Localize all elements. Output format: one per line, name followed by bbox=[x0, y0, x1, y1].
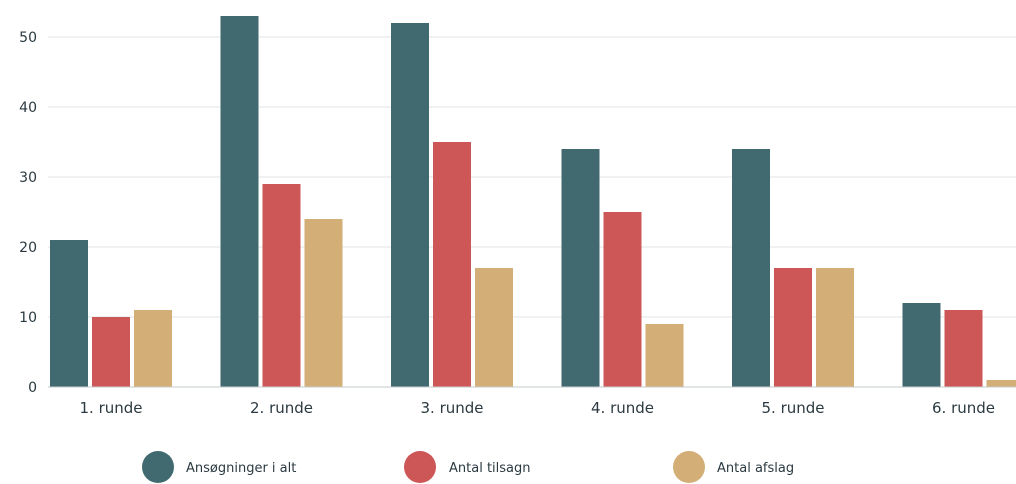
legend: Ansøgninger i alt Antal tilsagn Antal afsl… bbox=[142, 451, 794, 483]
bar bbox=[263, 184, 301, 387]
bar bbox=[134, 310, 172, 387]
legend-swatch bbox=[673, 451, 705, 483]
y-tick-label: 50 bbox=[19, 30, 37, 46]
x-tick-label: 4. runde bbox=[591, 399, 654, 417]
bar bbox=[604, 212, 642, 387]
legend-label: Ansøgninger i alt bbox=[186, 461, 296, 476]
x-tick-label: 3. runde bbox=[420, 399, 483, 417]
bar bbox=[92, 317, 130, 387]
y-tick-label: 10 bbox=[19, 310, 37, 326]
legend-label: Antal tilsagn bbox=[449, 461, 531, 476]
grid-lines bbox=[48, 37, 1016, 317]
bar bbox=[562, 149, 600, 387]
x-tick-label: 5. runde bbox=[761, 399, 824, 417]
bar bbox=[987, 380, 1016, 387]
bar bbox=[50, 240, 88, 387]
bar bbox=[221, 16, 259, 387]
legend-label: Antal afslag bbox=[717, 461, 794, 476]
bar bbox=[305, 219, 343, 387]
x-tick-label: 1. runde bbox=[79, 399, 142, 417]
legend-swatch bbox=[142, 451, 174, 483]
x-tick-label: 2. runde bbox=[250, 399, 313, 417]
bar bbox=[475, 268, 513, 387]
y-tick-label: 20 bbox=[19, 240, 37, 256]
bar bbox=[391, 23, 429, 387]
legend-swatch bbox=[404, 451, 436, 483]
bar bbox=[945, 310, 983, 387]
x-axis: 1. runde 2. runde 3. runde 4. runde 5. runde… bbox=[48, 387, 1016, 417]
y-axis: 0 10 20 30 40 50 bbox=[19, 30, 37, 396]
y-tick-label: 40 bbox=[19, 100, 37, 116]
bar bbox=[774, 268, 812, 387]
bar bbox=[816, 268, 854, 387]
y-tick-label: 30 bbox=[19, 170, 37, 186]
bar bbox=[646, 324, 684, 387]
bar-series bbox=[50, 16, 1016, 387]
y-tick-label: 0 bbox=[28, 380, 37, 396]
bar bbox=[732, 149, 770, 387]
bar bbox=[433, 142, 471, 387]
bar bbox=[903, 303, 941, 387]
x-tick-label: 6. runde bbox=[932, 399, 995, 417]
